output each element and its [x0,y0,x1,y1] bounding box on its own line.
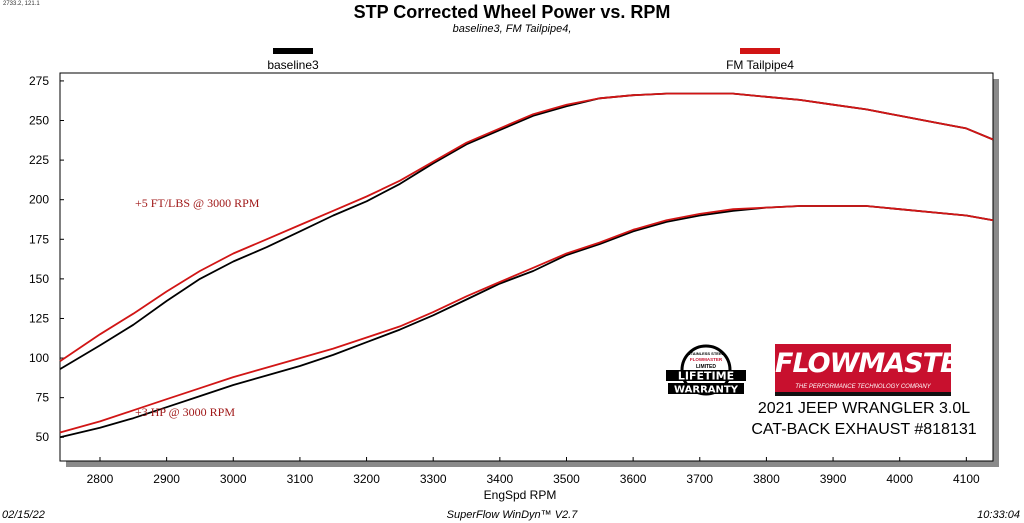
y-tick-label: 100 [29,351,49,365]
y-tick-label: 275 [29,74,49,88]
footer-date: 02/15/22 [2,509,45,521]
flowmaster-logo: FLOWMASTER THE PERFORMANCE TECHNOLOGY CO… [775,344,978,396]
annotation-hp: +3 HP @ 3000 RPM [135,405,235,419]
y-tick-label: 175 [29,232,49,246]
x-axis-label: EngSpd RPM [484,488,557,502]
x-tick-label: 3600 [620,472,647,486]
product-caption: 2021 JEEP WRANGLER 3.0L CAT-BACK EXHAUST… [748,398,980,440]
legend-label-fm-tailpipe4: FM Tailpipe4 [726,58,794,72]
y-tick-label: 200 [29,193,49,207]
x-tick-label: 3700 [686,472,713,486]
warranty-badge: STAINLESS STEEL FLOWMASTER LIMITED LIFET… [666,344,746,396]
x-tick-label: 3900 [820,472,847,486]
warranty-lifetime-text: LIFETIME [678,370,734,383]
y-tick-label: 250 [29,114,49,128]
footer-software: SuperFlow WinDyn™ V2.7 [446,509,578,521]
x-axis: 2800 2900 3000 3100 3200 3300 3400 3500 3600 3700… [87,457,980,486]
footer-time: 10:33:04 [977,509,1020,521]
plot-area [59,72,994,462]
x-tick-label: 3300 [420,472,447,486]
chart-title: STP Corrected Wheel Power vs. RPM [353,2,671,22]
x-tick-label: 3000 [220,472,247,486]
series-line-fm-tailpipe4 [59,205,994,434]
warranty-warranty-text: WARRANTY [674,385,739,396]
legend-swatch-baseline3 [273,48,313,54]
flowmaster-tagline: THE PERFORMANCE TECHNOLOGY COMPANY [795,384,931,390]
warranty-brand-text: FLOWMASTER [690,357,723,362]
warranty-top-text: STAINLESS STEEL [688,351,725,356]
y-tick-label: 125 [29,311,49,325]
x-tick-label: 3800 [753,472,780,486]
x-tick-label: 3400 [486,472,513,486]
y-tick-label: 75 [36,391,50,405]
series-line-fm-tailpipe4 [59,92,994,362]
legend-label-baseline3: baseline3 [267,58,319,72]
y-axis: 50 75 100 125 150 175 200 225 250 275 [29,74,64,444]
x-tick-label: 3200 [353,472,380,486]
y-tick-label: 225 [29,153,49,167]
y-tick-label: 150 [29,272,49,286]
x-tick-label: 3500 [553,472,580,486]
y-tick-label: 50 [36,430,50,444]
product-line-vehicle: 2021 JEEP WRANGLER 3.0L [757,400,971,417]
legend-swatch-fm-tailpipe4 [740,48,780,54]
x-tick-label: 3100 [287,472,314,486]
product-line-part: CAT-BACK EXHAUST #818131 [751,421,977,438]
annotation-torque: +5 FT/LBS @ 3000 RPM [135,196,260,210]
series-lines [59,92,994,439]
x-tick-label: 4100 [953,472,980,486]
x-tick-label: 2800 [87,472,114,486]
flowmaster-logo-text: FLOWMASTER [775,348,978,379]
chart-subtitle: baseline3, FM Tailpipe4, [452,23,572,35]
x-tick-label: 4000 [886,472,913,486]
warranty-limited-text: LIMITED [696,364,716,370]
x-tick-label: 2900 [153,472,180,486]
cursor-readout: 2733.2, 121.1 [3,1,40,7]
